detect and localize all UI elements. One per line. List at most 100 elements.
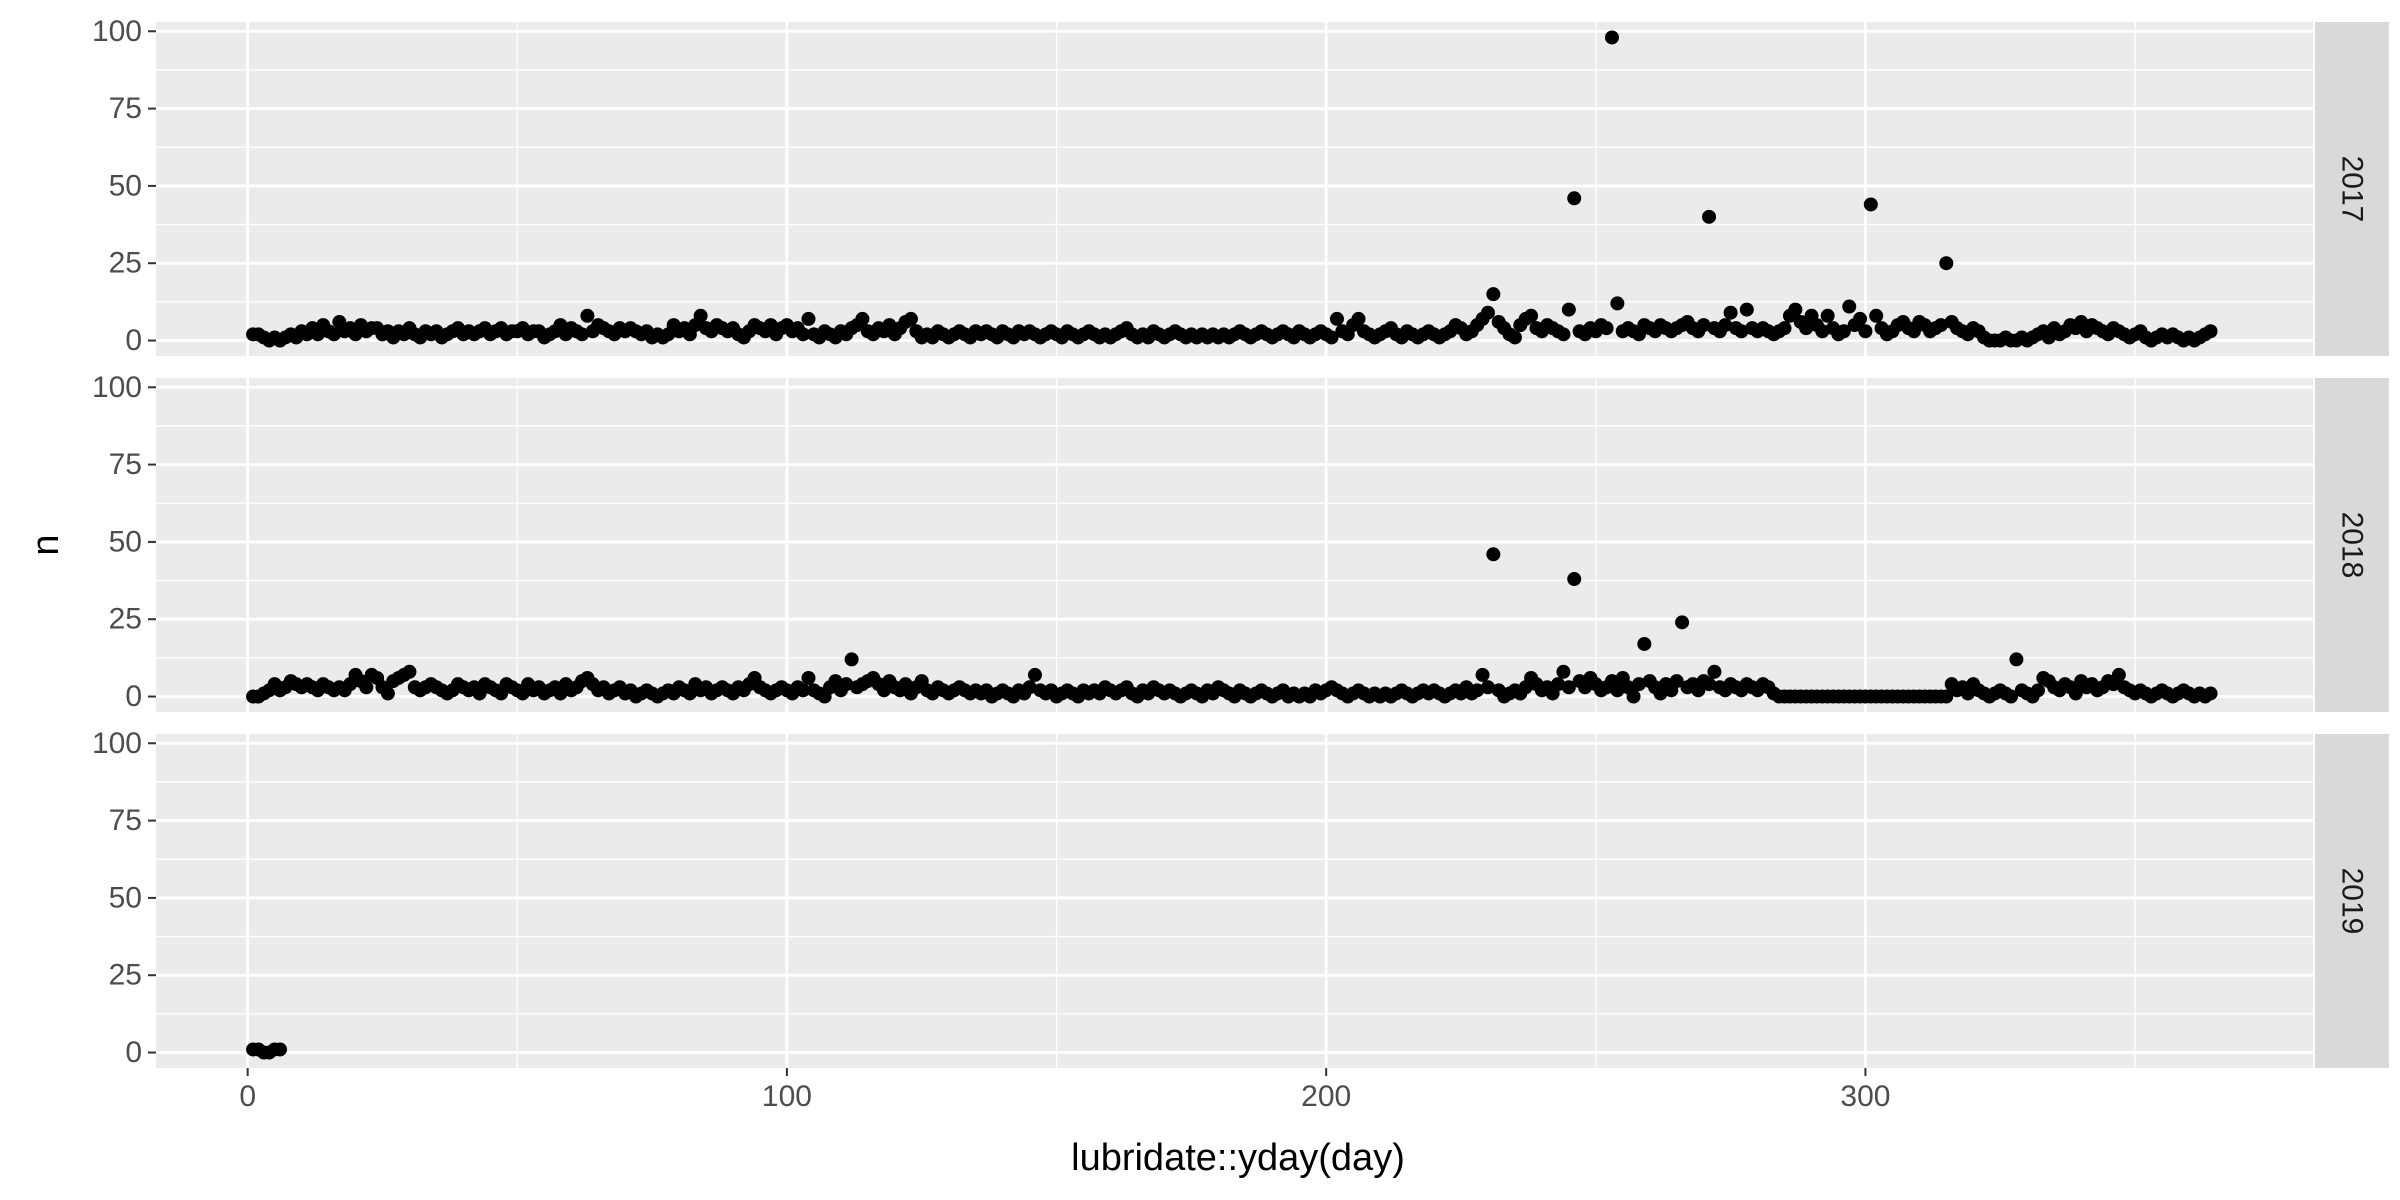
y-tick-label: 75 xyxy=(109,448,142,481)
data-point xyxy=(1675,615,1690,630)
data-point xyxy=(1799,321,1814,336)
data-point xyxy=(1351,311,1366,326)
data-point xyxy=(1475,667,1490,682)
data-point xyxy=(1815,324,1830,339)
data-point xyxy=(1507,330,1522,345)
data-point xyxy=(1939,256,1954,271)
data-point xyxy=(1723,305,1738,320)
data-point xyxy=(1027,667,1042,682)
data-point xyxy=(1567,572,1582,587)
data-point xyxy=(1561,680,1576,695)
points-group xyxy=(246,547,2218,704)
data-point xyxy=(1836,324,1851,339)
data-point xyxy=(1022,680,1037,695)
data-point xyxy=(2203,686,2218,701)
data-point xyxy=(1820,308,1835,323)
y-tick-label: 100 xyxy=(92,371,142,404)
y-tick-label: 25 xyxy=(109,247,142,280)
data-point xyxy=(575,327,590,342)
y-tick-label: 25 xyxy=(109,959,142,992)
facet-strip-label: 2018 xyxy=(2336,512,2369,579)
data-point xyxy=(1599,321,1614,336)
x-tick-label: 0 xyxy=(239,1080,256,1113)
data-point xyxy=(2009,652,2024,667)
data-point xyxy=(1777,321,1792,336)
y-tick-label: 100 xyxy=(92,15,142,48)
data-point xyxy=(1863,197,1878,212)
points-group xyxy=(246,30,2218,348)
axes: 0 25 50 75 100 0 25 50 75 100 0 25 50 75 100 0 100 200 300 xyxy=(92,15,1891,1113)
facet-panel-2018: 2018 xyxy=(156,378,2389,712)
y-tick-label: 0 xyxy=(125,680,142,713)
facet-strip xyxy=(2315,734,2389,1068)
data-point xyxy=(1637,636,1652,651)
data-point xyxy=(1739,302,1754,317)
data-point xyxy=(839,677,854,692)
panel-background xyxy=(156,378,2313,712)
data-point xyxy=(844,652,859,667)
data-point xyxy=(1788,302,1803,317)
data-point xyxy=(801,670,816,685)
y-axis-title: n xyxy=(25,534,67,555)
data-point xyxy=(1556,327,1571,342)
facet-strip-label: 2019 xyxy=(2336,868,2369,935)
data-point xyxy=(359,680,374,695)
x-tick-label: 100 xyxy=(762,1080,812,1113)
y-tick-label: 0 xyxy=(125,1036,142,1069)
panel-background xyxy=(156,22,2313,356)
data-point xyxy=(1702,209,1717,224)
data-point xyxy=(1858,324,1873,339)
data-point xyxy=(1604,30,1619,45)
data-point xyxy=(273,1042,288,1057)
y-tick-label: 50 xyxy=(109,169,142,202)
data-point xyxy=(1524,308,1539,323)
data-point xyxy=(580,308,595,323)
data-point xyxy=(1551,677,1566,692)
data-point xyxy=(380,686,395,701)
points-group xyxy=(246,1042,288,1060)
data-point xyxy=(1933,318,1948,333)
data-point xyxy=(2068,686,2083,701)
data-point xyxy=(1486,547,1501,562)
data-point xyxy=(1626,689,1641,704)
facet-panel-2019: 2019 xyxy=(156,734,2389,1068)
data-point xyxy=(326,327,341,342)
y-tick-label: 75 xyxy=(109,804,142,837)
facet-strip xyxy=(2315,378,2389,712)
data-point xyxy=(1696,318,1711,333)
x-axis-title: lubridate::yday(day) xyxy=(1071,1137,1405,1179)
data-point xyxy=(1707,664,1722,679)
data-point xyxy=(1734,324,1749,339)
data-point xyxy=(1869,308,1884,323)
facet-panel-2017: 2017 xyxy=(156,22,2389,356)
data-point xyxy=(1480,305,1495,320)
data-point xyxy=(693,308,708,323)
data-point xyxy=(1486,287,1501,302)
facet-strip xyxy=(2315,22,2389,356)
data-point xyxy=(796,327,811,342)
data-point xyxy=(402,664,417,679)
facet-panels: 2017 2018 2019 xyxy=(156,22,2389,1068)
data-point xyxy=(1939,689,1954,704)
data-point xyxy=(1610,683,1625,698)
data-point xyxy=(1324,330,1339,345)
y-tick-label: 100 xyxy=(92,727,142,760)
data-point xyxy=(796,683,811,698)
y-tick-label: 50 xyxy=(109,525,142,558)
data-point xyxy=(2111,667,2126,682)
data-point xyxy=(2030,683,2045,698)
data-point xyxy=(2004,689,2019,704)
data-point xyxy=(1718,318,1733,333)
x-tick-label: 200 xyxy=(1301,1080,1351,1113)
data-point xyxy=(1842,299,1857,314)
data-point xyxy=(903,311,918,326)
data-point xyxy=(855,311,870,326)
data-point xyxy=(1480,680,1495,695)
x-tick-label: 300 xyxy=(1840,1080,1890,1113)
y-tick-label: 25 xyxy=(109,603,142,636)
facet-strip-label: 2017 xyxy=(2336,156,2369,223)
panel-background xyxy=(156,734,2313,1068)
y-tick-label: 0 xyxy=(125,324,142,357)
data-point xyxy=(1631,677,1646,692)
